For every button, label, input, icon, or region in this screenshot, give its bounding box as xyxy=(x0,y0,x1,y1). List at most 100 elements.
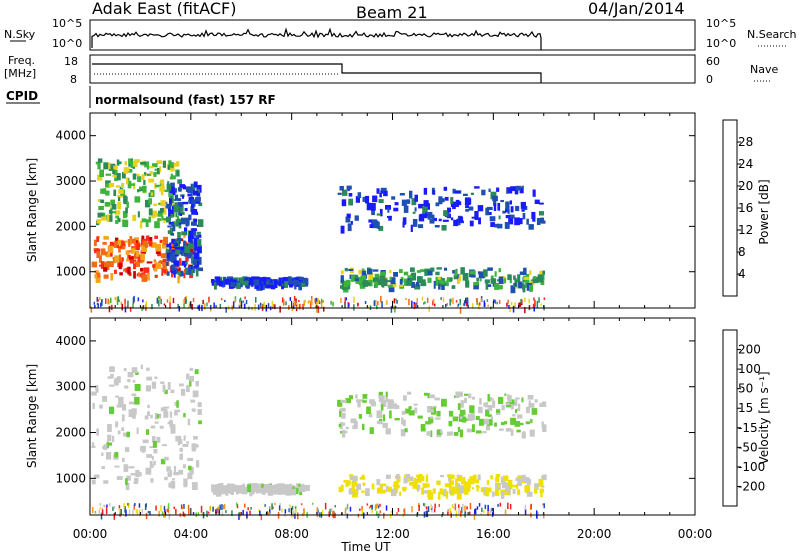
echo-cell xyxy=(486,299,489,302)
echo-cell xyxy=(160,179,165,184)
echo-cell xyxy=(394,418,400,421)
echo-cell xyxy=(368,272,374,281)
echo-cell xyxy=(102,241,107,245)
echo-cell xyxy=(149,166,154,169)
echo-cell xyxy=(169,296,171,302)
echo-cell xyxy=(126,475,131,481)
echo-cell xyxy=(108,300,111,305)
echo-cell xyxy=(541,485,545,488)
echo-cell xyxy=(507,502,509,509)
echo-cell xyxy=(467,414,473,421)
echo-cell xyxy=(368,219,374,223)
echo-cell xyxy=(399,269,403,273)
echo-cell xyxy=(106,455,110,460)
echo-cell xyxy=(379,510,382,514)
echo-cell xyxy=(161,511,164,515)
echo-cell xyxy=(477,271,481,275)
echo-cell xyxy=(162,262,167,270)
echo-cell xyxy=(299,485,306,493)
echo-cell xyxy=(338,424,342,427)
echo-cell xyxy=(484,504,487,510)
echo-cell xyxy=(93,239,97,247)
echo-cell xyxy=(487,404,493,411)
echo-cell xyxy=(145,513,148,520)
echo-cell xyxy=(128,239,131,247)
colorbar-tick-label: -50 xyxy=(738,440,758,454)
echo-cell xyxy=(448,480,454,485)
echo-cell xyxy=(371,483,375,490)
echo-cell xyxy=(193,181,198,188)
echo-cell xyxy=(495,477,500,483)
echo-cell xyxy=(105,183,112,187)
echo-cell xyxy=(134,503,136,507)
echo-cell xyxy=(339,408,342,411)
echo-cell xyxy=(485,207,490,216)
echo-cell xyxy=(471,216,476,219)
echo-cell xyxy=(258,509,260,512)
echo-cell xyxy=(186,441,190,444)
echo-cell xyxy=(390,277,396,285)
echo-cell xyxy=(277,488,283,495)
echo-cell xyxy=(160,253,167,259)
echo-cell xyxy=(183,503,185,509)
echo-cell xyxy=(249,484,254,488)
echo-cell xyxy=(526,218,529,225)
echo-cell xyxy=(253,279,260,286)
echo-cell xyxy=(271,503,273,510)
echo-cell xyxy=(542,474,547,481)
echo-cell xyxy=(149,464,154,468)
echo-cell xyxy=(161,267,167,273)
echo-cell xyxy=(424,490,428,494)
echo-cell xyxy=(329,508,331,516)
echo-cell xyxy=(383,512,385,516)
echo-cell xyxy=(451,285,456,289)
echo-cell xyxy=(100,248,106,256)
echo-cell xyxy=(91,479,96,485)
echo-cell xyxy=(340,407,346,412)
echo-cell xyxy=(197,409,202,415)
echo-cell xyxy=(513,275,516,280)
echo-cell xyxy=(129,236,133,241)
echo-cell xyxy=(505,201,510,210)
echo-cell xyxy=(455,199,460,203)
echo-cell xyxy=(234,298,236,303)
echo-cell xyxy=(167,181,170,186)
echo-cell xyxy=(429,416,433,419)
echo-cell xyxy=(196,231,201,235)
echo-cell xyxy=(136,173,140,176)
echo-cell xyxy=(440,297,442,300)
echo-cell xyxy=(197,234,202,238)
echo-cell xyxy=(532,276,539,284)
echo-cell xyxy=(393,481,397,487)
echo-cell xyxy=(173,205,180,213)
echo-cell xyxy=(122,172,126,179)
echo-cell xyxy=(293,278,297,286)
echo-cell xyxy=(539,202,544,205)
echo-cell xyxy=(476,298,478,303)
echo-cell xyxy=(153,203,158,207)
echo-cell xyxy=(134,196,141,203)
echo-cell xyxy=(110,273,114,281)
echo-cell xyxy=(99,404,103,409)
echo-cell xyxy=(129,255,135,264)
echo-cell xyxy=(103,274,109,279)
echo-cell xyxy=(140,364,143,370)
echo-cell xyxy=(247,484,251,492)
colorbar-tick-label: 16 xyxy=(738,201,753,215)
echo-cell xyxy=(469,503,472,510)
echo-cell xyxy=(385,505,388,511)
echo-cell xyxy=(185,217,190,226)
echo-cell xyxy=(314,299,316,302)
echo-cell xyxy=(446,431,451,436)
echo-cell xyxy=(279,503,281,506)
echo-cell xyxy=(475,415,480,420)
echo-cell xyxy=(330,300,332,305)
colorbar-frame xyxy=(722,119,738,297)
echo-cell xyxy=(180,238,184,242)
echo-cell xyxy=(130,247,135,254)
echo-cell xyxy=(158,296,160,299)
echo-cell xyxy=(514,279,518,283)
echo-cell xyxy=(250,281,254,286)
echo-cell xyxy=(444,483,451,487)
echo-cell xyxy=(409,476,414,481)
